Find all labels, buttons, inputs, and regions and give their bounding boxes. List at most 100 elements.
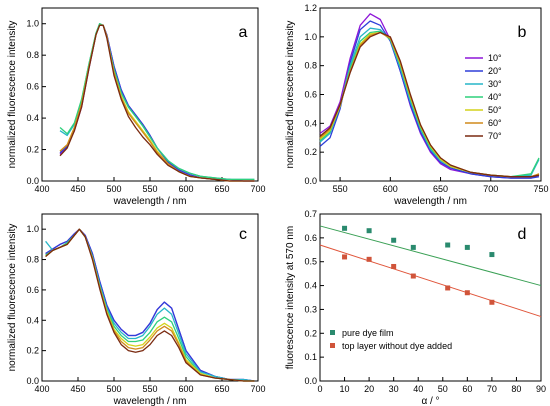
y-tick-label: 0.2: [26, 145, 39, 155]
plot-frame: [319, 7, 542, 182]
y-tick-label: 1.0: [26, 224, 39, 234]
data-point: [366, 228, 372, 234]
y-tick-label: 0.0: [304, 376, 317, 386]
x-tick-label: 600: [178, 384, 193, 394]
panel-d: 0 10 20 30 40 50 60 70 80 90 0.0 0.1 0.2 0.3 0.4 0.5 0.6…: [285, 209, 546, 406]
series-line-60deg: [59, 24, 255, 182]
y-tick-label: 0.5: [304, 257, 317, 267]
data-point: [342, 225, 348, 231]
data-point: [410, 244, 416, 250]
y-tick-label: 0.6: [26, 285, 39, 295]
y-tick-label: 0.7: [304, 209, 317, 219]
y-axis-label: normalized fluorescence intensity: [7, 224, 18, 372]
y-tick-label: 0.4: [26, 113, 39, 123]
series-line-70deg: [319, 31, 540, 178]
x-tick-label: 400: [34, 184, 49, 194]
x-tick-label: 600: [383, 184, 398, 194]
series-line-60deg: [45, 228, 255, 382]
y-tick-label: 1.2: [304, 3, 317, 13]
y-tick-label: 0.4: [304, 281, 317, 291]
x-tick-label: 0: [317, 384, 322, 394]
data-point: [445, 242, 451, 248]
y-tick-label: 0.8: [304, 61, 317, 71]
plot-frame: [319, 213, 542, 382]
panel-letter: c: [239, 226, 247, 243]
x-axis-label: α / °: [421, 396, 439, 406]
x-tick-label: 60: [462, 384, 472, 394]
x-tick-label: 500: [106, 384, 121, 394]
plot-frame: [41, 7, 259, 182]
x-tick-label: 650: [433, 184, 448, 194]
series-line-40deg: [59, 23, 255, 181]
y-tick-label: 0.6: [304, 90, 317, 100]
x-tick-label: 450: [70, 184, 85, 194]
x-tick-label: 700: [483, 184, 498, 194]
series-line-20deg: [45, 228, 255, 382]
x-tick-label: 450: [70, 384, 85, 394]
plot-frame: [41, 213, 259, 382]
legend-label: 20°: [488, 66, 502, 76]
data-point: [391, 237, 397, 243]
series-line-10deg: [45, 228, 255, 382]
x-axis-label: wavelength / nm: [393, 196, 467, 207]
series-line-30deg: [45, 228, 255, 382]
y-tick-label: 0.6: [304, 233, 317, 243]
panel-letter: a: [239, 24, 248, 41]
legend-swatch: [330, 330, 335, 335]
y-tick-label: 0.0: [304, 176, 317, 186]
y-axis-label: normalized fluorescence intensity: [285, 21, 296, 169]
y-tick-label: 0.6: [26, 82, 39, 92]
series-line-50deg: [45, 228, 255, 382]
y-axis-label: normalized fluorescence intensity: [7, 21, 18, 169]
y-tick-label: 0.8: [26, 255, 39, 265]
y-tick-label: 0.4: [26, 315, 39, 325]
legend-label: 50°: [488, 105, 502, 115]
x-tick-label: 400: [34, 384, 49, 394]
y-tick-label: 1.0: [304, 32, 317, 42]
x-tick-label: 50: [438, 384, 448, 394]
legend-label: 70°: [488, 131, 502, 141]
x-tick-label: 550: [142, 184, 157, 194]
y-tick-label: 0.2: [26, 346, 39, 356]
legend-swatch: [330, 343, 335, 348]
x-tick-label: 500: [106, 184, 121, 194]
x-tick-label: 40: [413, 384, 423, 394]
x-tick-label: 650: [214, 184, 229, 194]
x-tick-label: 700: [250, 184, 265, 194]
legend-label: pure dye film: [342, 328, 394, 338]
x-tick-label: 70: [487, 384, 497, 394]
legend-label: 30°: [488, 79, 502, 89]
y-tick-label: 0.1: [304, 352, 317, 362]
data-point: [489, 252, 495, 258]
x-tick-label: 650: [214, 384, 229, 394]
series-line-20deg: [59, 24, 255, 182]
x-tick-label: 20: [364, 384, 374, 394]
fit-line: [319, 244, 542, 318]
panel-c: 400 450 500 550 600 650 700 0.0 0.2 0.4 0.6 0.8 1.0 w…: [7, 213, 266, 406]
y-tick-label: 0.2: [304, 147, 317, 157]
series-line-20deg: [319, 20, 540, 179]
fit-line: [319, 225, 542, 287]
y-tick-label: 0.4: [304, 118, 317, 128]
panel-letter: d: [518, 226, 527, 243]
data-point: [464, 290, 470, 296]
legend-label: 10°: [488, 53, 502, 63]
legend-label: 60°: [488, 118, 502, 128]
x-tick-label: 550: [142, 384, 157, 394]
x-tick-label: 80: [511, 384, 521, 394]
data-point: [342, 254, 348, 260]
x-axis-label: wavelength / nm: [113, 396, 187, 406]
x-tick-label: 30: [389, 384, 399, 394]
panel-letter: b: [518, 24, 527, 41]
data-point: [391, 263, 397, 269]
y-tick-label: 0.3: [304, 304, 317, 314]
legend-label: 40°: [488, 92, 502, 102]
series-line-10deg: [59, 24, 255, 182]
panel-a: 400 450 500 550 600 650 700 0.0 0.2 0.4 0.6 0.8 1.0 w…: [7, 7, 266, 207]
panel-b: 550 600 650 700 750 0.0 0.2 0.4 0.6 0.8 1.0 1.2 wave…: [285, 3, 549, 207]
x-tick-label: 550: [333, 184, 348, 194]
series-line-40deg: [45, 228, 255, 382]
data-point: [445, 285, 451, 291]
data-point: [464, 244, 470, 250]
